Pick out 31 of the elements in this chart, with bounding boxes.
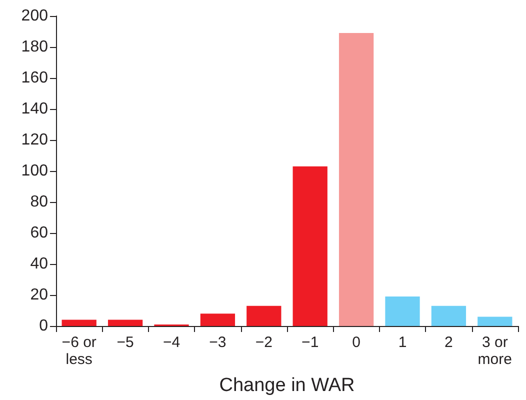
x-tick-label: 0 bbox=[352, 334, 360, 351]
y-tick-label: 40 bbox=[30, 256, 48, 272]
y-tick-label: 0 bbox=[39, 318, 48, 334]
bar bbox=[385, 296, 420, 326]
y-tick-label: 60 bbox=[30, 224, 48, 242]
y-tick-label: 160 bbox=[21, 70, 48, 86]
bar bbox=[62, 320, 96, 326]
bar bbox=[338, 33, 374, 326]
x-tick-label: −1 bbox=[302, 334, 319, 351]
x-tick-label: −6 or less bbox=[62, 334, 96, 368]
x-tick-label: −2 bbox=[255, 334, 272, 351]
x-tick-label: −5 bbox=[116, 334, 134, 351]
y-tick-label: 180 bbox=[21, 38, 48, 56]
y-tick-label: 140 bbox=[21, 100, 48, 118]
y-tick-label: 100 bbox=[21, 162, 48, 180]
y-tick-label: 80 bbox=[30, 194, 48, 210]
bar bbox=[246, 306, 282, 326]
y-tick-label: 20 bbox=[30, 286, 48, 304]
y-tick-label: 200 bbox=[21, 8, 48, 24]
bar bbox=[292, 166, 328, 326]
bar bbox=[200, 314, 236, 326]
y-tick-label: 120 bbox=[21, 132, 48, 148]
x-tick-label: 1 bbox=[398, 334, 407, 351]
x-tick-label: −3 bbox=[209, 334, 226, 351]
bar bbox=[478, 316, 512, 326]
bar bbox=[108, 320, 143, 326]
bar bbox=[431, 306, 466, 326]
x-tick-label: 3 or more bbox=[478, 334, 512, 368]
x-tick-label: −4 bbox=[162, 334, 180, 351]
x-tick-label: 2 bbox=[444, 334, 453, 351]
x-axis-title: Change in WAR bbox=[219, 375, 355, 396]
